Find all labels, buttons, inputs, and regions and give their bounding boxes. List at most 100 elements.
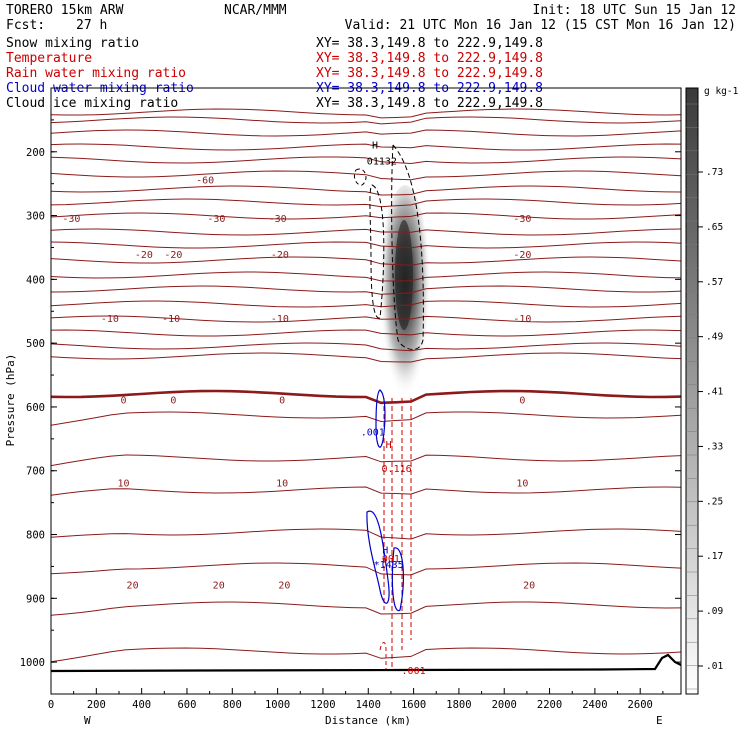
colorbar-tick-label: .57 xyxy=(706,277,723,288)
isotherm-line xyxy=(51,411,681,426)
y-tick-label: 200 xyxy=(26,147,45,159)
isotherm-line xyxy=(51,241,681,249)
colorbar-tick-label: .41 xyxy=(706,387,723,398)
hydrometeor-label: H xyxy=(386,440,392,451)
isotherm-line xyxy=(51,156,681,165)
colorbar-unit: g kg-1 xyxy=(704,86,739,97)
terrain-line xyxy=(51,653,681,673)
isotherm-line xyxy=(51,528,681,540)
x-tick-label: 1000 xyxy=(265,699,290,711)
x-tick-label: 1600 xyxy=(401,699,426,711)
isotherm-line xyxy=(51,389,681,405)
cloud-water-contour xyxy=(366,510,390,604)
temperature-label: 20 xyxy=(523,581,535,592)
temperature-label: -30 xyxy=(513,214,531,225)
y-axis-title: Pressure (hPa) xyxy=(4,354,17,447)
temperature-label: -10 xyxy=(271,314,289,325)
temperature-label: 10 xyxy=(516,478,528,489)
x-tick-label: 600 xyxy=(177,699,196,711)
x-tick-label: 200 xyxy=(87,699,106,711)
colorbar-ticks: .73 .65 .57 .49 .41 .33 .25 .17 .09 .01 xyxy=(686,103,723,690)
plot-frame xyxy=(50,87,682,695)
hydrometeor-label: 0.116 xyxy=(382,464,412,475)
cloud-ice-contour xyxy=(369,184,385,319)
temperature-label: -10 xyxy=(162,314,180,325)
isotherm-line xyxy=(51,352,681,363)
cloud-ice-contour xyxy=(391,143,424,350)
init-time: Init: 18 UTC Sun 15 Jan 12 xyxy=(533,3,737,18)
colorbar-tick-label: .25 xyxy=(706,496,723,507)
isotherm-line xyxy=(51,116,681,125)
valid-time: Valid: 21 UTC Mon 16 Jan 12 (15 CST Mon … xyxy=(345,18,736,33)
isotherm-line xyxy=(51,271,681,282)
isotherms xyxy=(51,108,681,663)
temperature-labels: -60 -30 -30 -30 -30 -20 -20 -20 -20 -10 -10 -10 -10 0… xyxy=(62,175,535,591)
isotherm-line xyxy=(51,300,681,308)
isotherm-line xyxy=(51,562,681,576)
temperature-label: 20 xyxy=(278,581,290,592)
legend-label: Snow mixing ratio xyxy=(6,36,139,51)
temperature-label: -10 xyxy=(101,314,119,325)
y-tick-label: 300 xyxy=(26,211,45,223)
isotherm-line xyxy=(51,129,681,137)
temperature-label: -30 xyxy=(269,214,287,225)
isotherm-line xyxy=(51,486,681,496)
x-end-label-west: W xyxy=(84,714,91,727)
x-axis-title: Distance (km) xyxy=(325,714,411,727)
y-tick-label: 900 xyxy=(26,593,45,605)
x-tick-label: 400 xyxy=(132,699,151,711)
isotherm-line xyxy=(51,108,681,119)
x-tick-label: 2400 xyxy=(582,699,607,711)
isotherm-line xyxy=(51,647,681,663)
y-tick-label: 700 xyxy=(26,466,45,478)
colorbar-tick-label: .17 xyxy=(706,551,723,562)
cloud-water-contour xyxy=(391,547,404,612)
temperature-label: 10 xyxy=(117,478,129,489)
y-tick-label: 400 xyxy=(26,274,45,286)
y-tick-label: 800 xyxy=(26,530,45,542)
colorbar xyxy=(685,87,699,695)
isotherm-line xyxy=(51,185,681,196)
hydrometeor-label: .001 xyxy=(361,427,385,438)
legend-xy: XY= 38.3,149.8 to 222.9,149.8 xyxy=(316,51,543,66)
colorbar-tick-label: .01 xyxy=(706,661,723,672)
temperature-label: -20 xyxy=(164,250,182,261)
temperature-label: 0 xyxy=(279,396,285,407)
temperature-label: 0 xyxy=(519,396,525,407)
isotherm-line xyxy=(51,228,681,236)
temperature-label: -10 xyxy=(513,314,531,325)
colorbar-tick-label: .09 xyxy=(706,606,723,617)
legend-xy: XY= 38.3,149.8 to 222.9,149.8 xyxy=(316,96,543,111)
colorbar-tick-label: .49 xyxy=(706,332,723,343)
x-tick-label: 1400 xyxy=(356,699,381,711)
isotherm-line xyxy=(51,285,681,295)
temperature-label: -20 xyxy=(513,250,531,261)
isotherm-line xyxy=(51,198,681,208)
isotherm-line xyxy=(51,342,681,352)
x-axis: 0 200 400 600 800 1000 1200 1400 1600 1800 2000 220… xyxy=(48,688,664,711)
temperature-label: -20 xyxy=(271,250,289,261)
hydrometeor-label: 01132 xyxy=(367,156,397,167)
temperature-label: 0 xyxy=(121,396,127,407)
y-tick-label: 1000 xyxy=(20,657,45,669)
hydrometeor-label: H xyxy=(372,140,378,151)
isotherm-line xyxy=(51,315,681,323)
isotherm-line xyxy=(51,143,681,151)
legend-xy: XY= 38.3,149.8 to 222.9,149.8 xyxy=(316,36,543,51)
hydrometeor-label: 001 xyxy=(382,554,400,565)
rain-water-contour xyxy=(383,398,412,670)
x-tick-label: 1200 xyxy=(310,699,335,711)
temperature-label: 10 xyxy=(276,478,288,489)
colorbar-tick-label: .33 xyxy=(706,441,723,452)
legend-xy: XY= 38.3,149.8 to 222.9,149.8 xyxy=(316,66,543,81)
temperature-label: 0 xyxy=(170,396,176,407)
y-tick-label: 500 xyxy=(26,338,45,350)
temperature-label: 20 xyxy=(127,581,139,592)
x-tick-label: 0 xyxy=(48,699,54,711)
isotherm-line xyxy=(51,601,681,616)
cloud-water-contour xyxy=(375,389,386,448)
rain-water-contour xyxy=(379,642,387,670)
hydrometeor-contours xyxy=(353,143,424,670)
center-title: NCAR/MMM xyxy=(224,3,287,18)
